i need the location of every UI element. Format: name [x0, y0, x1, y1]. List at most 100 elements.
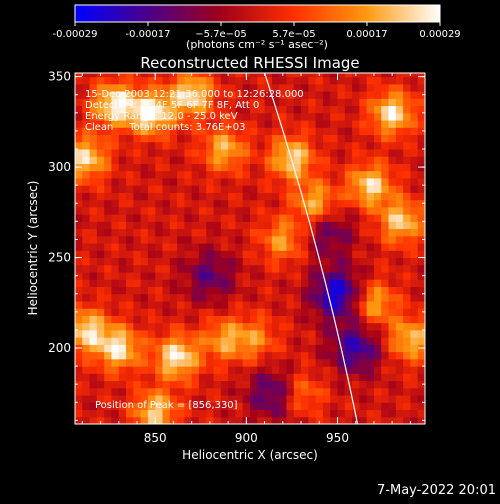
heatmap-cell	[126, 366, 134, 374]
heatmap-cell	[366, 83, 375, 92]
heatmap-cell	[257, 272, 266, 280]
heatmap-cell	[381, 300, 390, 309]
heatmap-cell	[315, 163, 324, 172]
heatmap-cell	[213, 373, 222, 382]
heatmap-cell	[344, 402, 353, 411]
heatmap-cell	[228, 402, 236, 411]
heatmap-cell	[198, 76, 207, 85]
heatmap-cell	[381, 156, 390, 164]
plot-frame	[74, 72, 426, 425]
heatmap-cell	[155, 344, 163, 353]
heatmap-cell	[111, 395, 120, 403]
heatmap-cell	[169, 192, 178, 201]
heatmap-cell	[417, 416, 425, 424]
heatmap-cell	[198, 358, 207, 367]
heatmap-cell	[279, 286, 287, 295]
heatmap-cell	[126, 243, 134, 251]
heatmap-cell	[395, 156, 404, 164]
heatmap-cell	[315, 366, 324, 374]
heatmap-cell	[96, 127, 105, 136]
heatmap-cell	[395, 264, 404, 273]
heatmap-cell	[213, 163, 222, 172]
heatmap-cell	[373, 170, 382, 179]
heatmap-cell	[140, 235, 149, 244]
heatmap-cell	[147, 73, 156, 78]
heatmap-cell	[140, 134, 149, 143]
heatmap-cell	[206, 272, 215, 280]
heatmap-cell	[235, 409, 244, 418]
heatmap-cell	[388, 83, 397, 92]
heatmap-cell	[395, 177, 404, 186]
heatmap-cell	[191, 344, 200, 353]
heatmap-cell	[315, 112, 324, 121]
heatmap-cell	[206, 315, 215, 324]
heatmap-cell	[337, 206, 346, 215]
heatmap-cell	[220, 98, 229, 107]
heatmap-cell	[140, 206, 149, 215]
heatmap-cell	[322, 134, 331, 143]
heatmap-cell	[395, 272, 404, 280]
heatmap-cell	[257, 199, 266, 208]
heatmap-cell	[257, 185, 266, 193]
heatmap-cell	[366, 156, 375, 164]
heatmap-cell	[388, 120, 397, 128]
heatmap-cell	[250, 286, 258, 295]
heatmap-cell	[381, 308, 390, 316]
heatmap-cell	[410, 141, 419, 150]
heatmap-cell	[228, 221, 236, 230]
heatmap-cell	[315, 395, 324, 403]
heatmap-cell	[96, 272, 105, 280]
heatmap-cell	[111, 177, 120, 186]
heatmap-cell	[155, 83, 163, 92]
heatmap-cell	[242, 127, 251, 136]
heatmap-cell	[133, 279, 142, 287]
heatmap-cell	[191, 112, 200, 121]
heatmap-cell	[89, 177, 98, 186]
heatmap-cell	[337, 199, 346, 208]
heatmap-cell	[191, 192, 200, 201]
heatmap-cell	[206, 279, 215, 287]
heatmap-cell	[242, 112, 251, 121]
heatmap-cell	[206, 257, 215, 266]
heatmap-cell	[169, 395, 178, 403]
heatmap-cell	[126, 279, 134, 287]
heatmap-cell	[410, 73, 419, 78]
heatmap-cell	[206, 293, 215, 302]
heatmap-cell	[75, 409, 83, 418]
heatmap-cell	[96, 308, 105, 316]
heatmap-cell	[257, 315, 266, 324]
heatmap-cell	[264, 214, 273, 222]
heatmap-cell	[359, 286, 368, 295]
heatmap-cell	[140, 91, 149, 99]
heatmap-cell	[388, 387, 397, 396]
heatmap-cell	[228, 272, 236, 280]
heatmap-cell	[75, 199, 83, 208]
heatmap-cell	[191, 141, 200, 150]
heatmap-cell	[228, 293, 236, 302]
heatmap-cell	[198, 112, 207, 121]
heatmap-cell	[286, 373, 295, 382]
heatmap-cell	[279, 329, 287, 338]
heatmap-cell	[250, 73, 258, 78]
heatmap-cell	[82, 322, 91, 331]
heatmap-cell	[213, 351, 222, 360]
heatmap-cell	[279, 105, 287, 114]
heatmap-cell	[279, 112, 287, 121]
heatmap-cell	[89, 250, 98, 259]
heatmap-cell	[104, 380, 112, 389]
heatmap-cell	[403, 380, 411, 389]
heatmap-cell	[111, 127, 120, 136]
heatmap-cell	[395, 395, 404, 403]
heatmap-cell	[104, 337, 112, 345]
heatmap-cell	[293, 329, 302, 338]
heatmap-cell	[169, 83, 178, 92]
heatmap-cell	[111, 308, 120, 316]
heatmap-cell	[330, 351, 338, 360]
heatmap-cell	[395, 380, 404, 389]
heatmap-cell	[169, 112, 178, 121]
heatmap-cell	[75, 366, 83, 374]
heatmap-cell	[388, 98, 397, 107]
heatmap-cell	[410, 257, 419, 266]
heatmap-cell	[344, 221, 353, 230]
heatmap-cell	[315, 199, 324, 208]
